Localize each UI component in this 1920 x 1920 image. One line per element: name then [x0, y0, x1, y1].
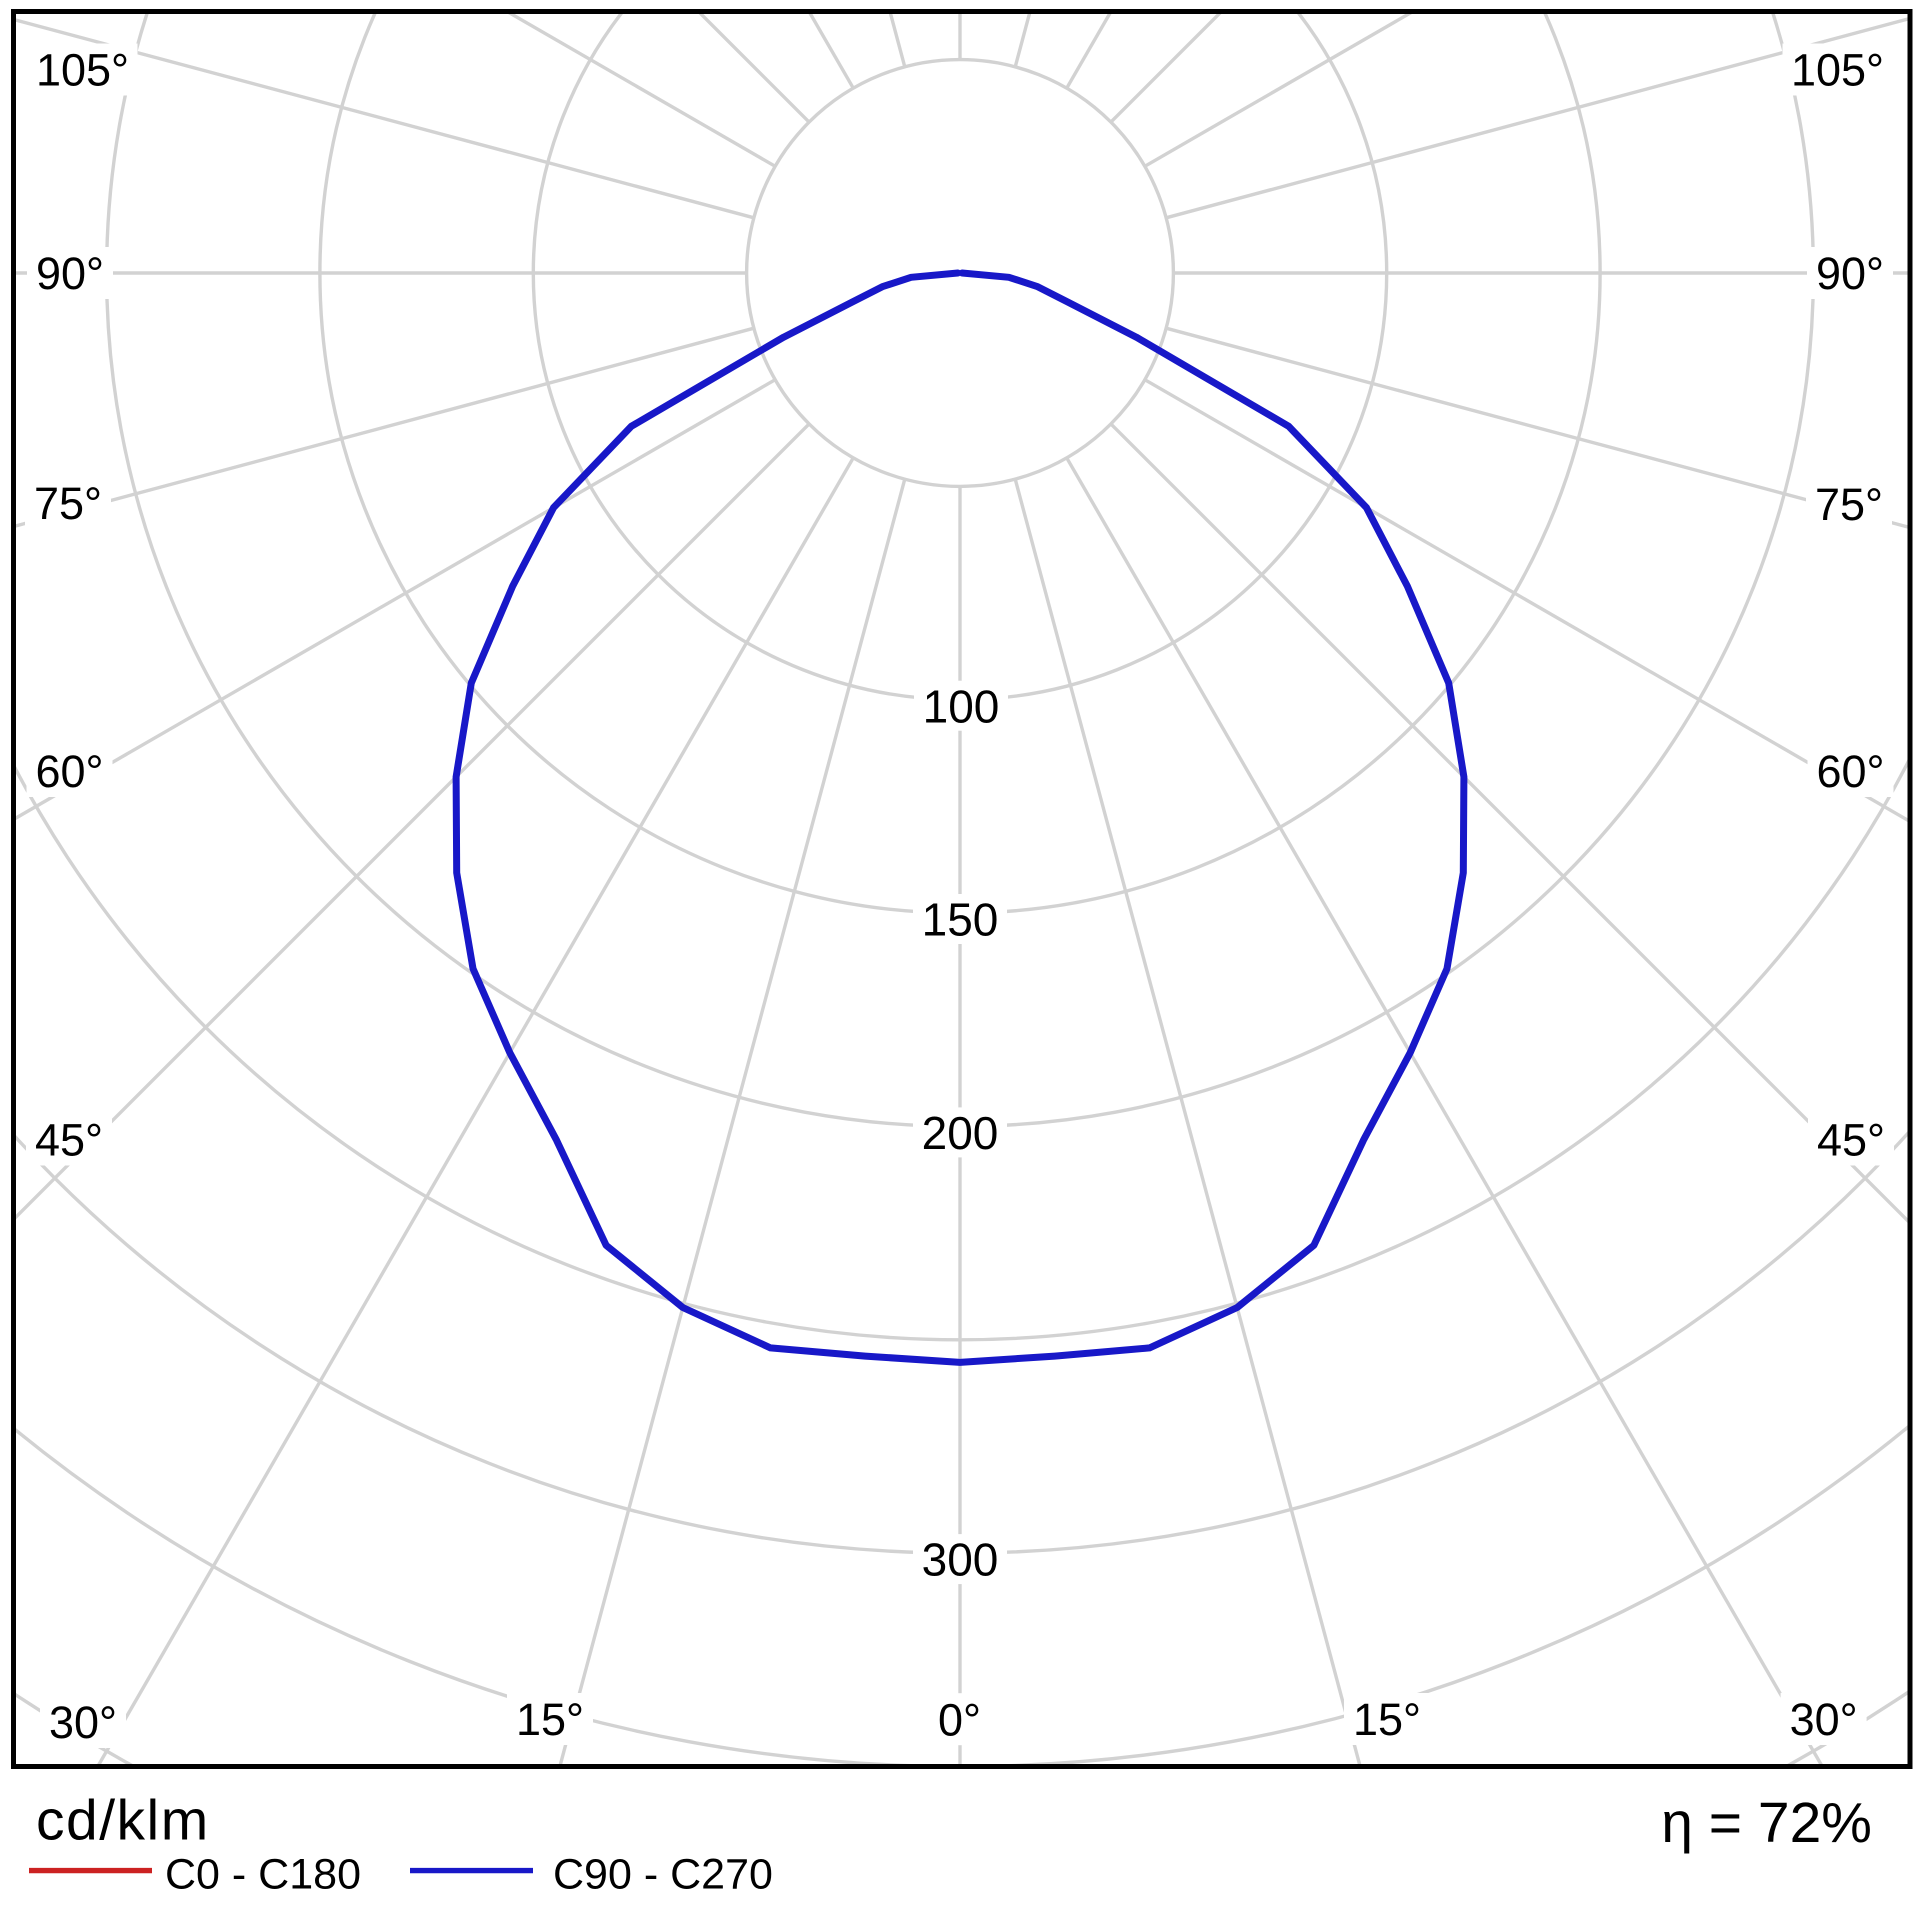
svg-text:15°: 15° [516, 1694, 584, 1745]
svg-text:C0 - C180: C0 - C180 [165, 1851, 361, 1899]
svg-text:105°: 105° [36, 45, 129, 96]
svg-text:105°: 105° [1791, 45, 1884, 96]
svg-text:15°: 15° [1353, 1694, 1421, 1745]
svg-text:60°: 60° [35, 746, 103, 797]
svg-text:200: 200 [922, 1107, 999, 1159]
svg-text:0°: 0° [938, 1694, 981, 1745]
svg-text:C90 - C270: C90 - C270 [553, 1851, 773, 1899]
svg-text:30°: 30° [49, 1697, 117, 1748]
svg-text:90°: 90° [36, 248, 104, 299]
svg-text:η = 72%: η = 72% [1661, 1791, 1872, 1855]
svg-text:75°: 75° [34, 478, 102, 529]
svg-text:100: 100 [923, 680, 1000, 732]
svg-text:60°: 60° [1816, 746, 1884, 797]
svg-text:cd/klm: cd/klm [36, 1789, 210, 1853]
svg-text:45°: 45° [35, 1115, 103, 1166]
svg-text:300: 300 [922, 1534, 999, 1586]
svg-text:45°: 45° [1817, 1115, 1885, 1166]
svg-text:75°: 75° [1815, 479, 1883, 530]
svg-text:30°: 30° [1790, 1694, 1858, 1745]
svg-text:90°: 90° [1816, 248, 1884, 299]
svg-text:150: 150 [922, 894, 999, 946]
